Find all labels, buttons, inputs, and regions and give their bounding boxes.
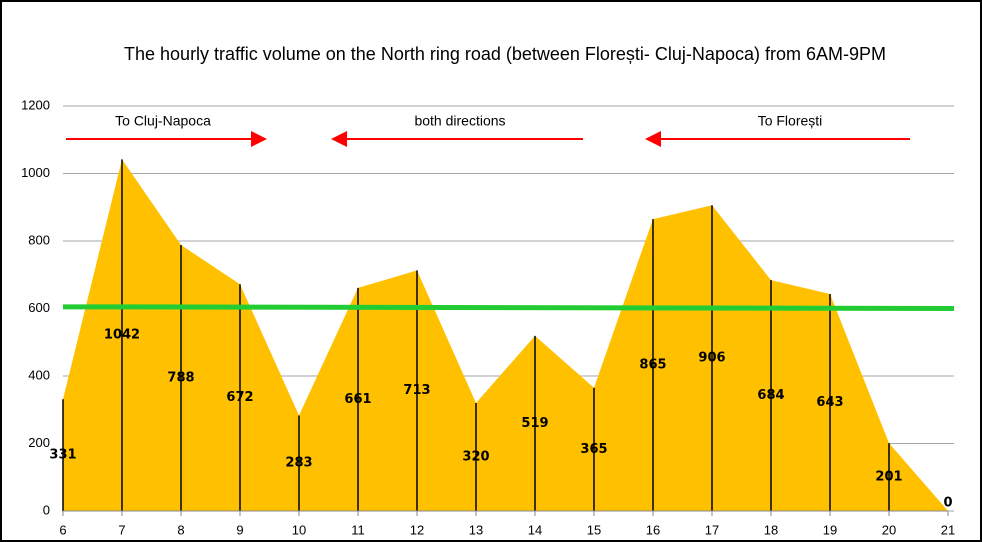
value-label: 684 <box>757 388 784 403</box>
x-tick-label: 14 <box>528 522 542 537</box>
value-label: 672 <box>226 390 253 405</box>
value-label: 1042 <box>104 328 140 343</box>
x-tick-label: 10 <box>292 522 306 537</box>
value-label: 283 <box>285 456 312 471</box>
x-tick-label: 8 <box>177 522 184 537</box>
x-tick-label: 6 <box>59 522 66 537</box>
value-label: 519 <box>521 416 548 431</box>
y-tick-label: 1200 <box>21 97 50 112</box>
annotation: To Cluj-Napoca <box>115 113 211 129</box>
x-tick-label: 15 <box>587 522 601 537</box>
value-label: 788 <box>167 371 194 386</box>
value-label: 661 <box>344 392 371 407</box>
y-tick-label: 800 <box>28 232 50 247</box>
x-tick-label: 11 <box>351 522 365 537</box>
x-tick-label: 12 <box>410 522 424 537</box>
y-tick-label: 200 <box>28 435 50 450</box>
value-label: 865 <box>639 358 666 373</box>
value-label: 201 <box>875 470 902 485</box>
y-tick-label: 600 <box>28 300 50 315</box>
value-label: 331 <box>49 448 76 463</box>
chart-title: The hourly traffic volume on the North r… <box>124 44 886 64</box>
value-label: 643 <box>816 395 843 410</box>
threshold-line <box>62 304 955 311</box>
x-tick-label: 21 <box>941 522 955 537</box>
value-label: 713 <box>403 383 430 398</box>
value-label: 365 <box>580 442 607 457</box>
value-label: 906 <box>698 351 725 366</box>
x-tick-label: 19 <box>823 522 837 537</box>
x-tick-label: 18 <box>764 522 778 537</box>
x-tick-label: 7 <box>118 522 125 537</box>
x-tick-label: 13 <box>469 522 483 537</box>
y-tick-label: 1000 <box>21 165 50 180</box>
value-label: 0 <box>943 496 952 511</box>
x-tick-label: 9 <box>236 522 243 537</box>
annotation: To Florești <box>758 113 823 129</box>
annotation: both directions <box>414 113 505 129</box>
x-tick-label: 16 <box>646 522 660 537</box>
area <box>63 159 948 511</box>
x-tick-label: 20 <box>882 522 896 537</box>
y-tick-label: 400 <box>28 367 50 382</box>
x-tick-label: 17 <box>705 522 719 537</box>
value-label: 320 <box>462 450 489 465</box>
y-tick-label: 0 <box>43 502 50 517</box>
